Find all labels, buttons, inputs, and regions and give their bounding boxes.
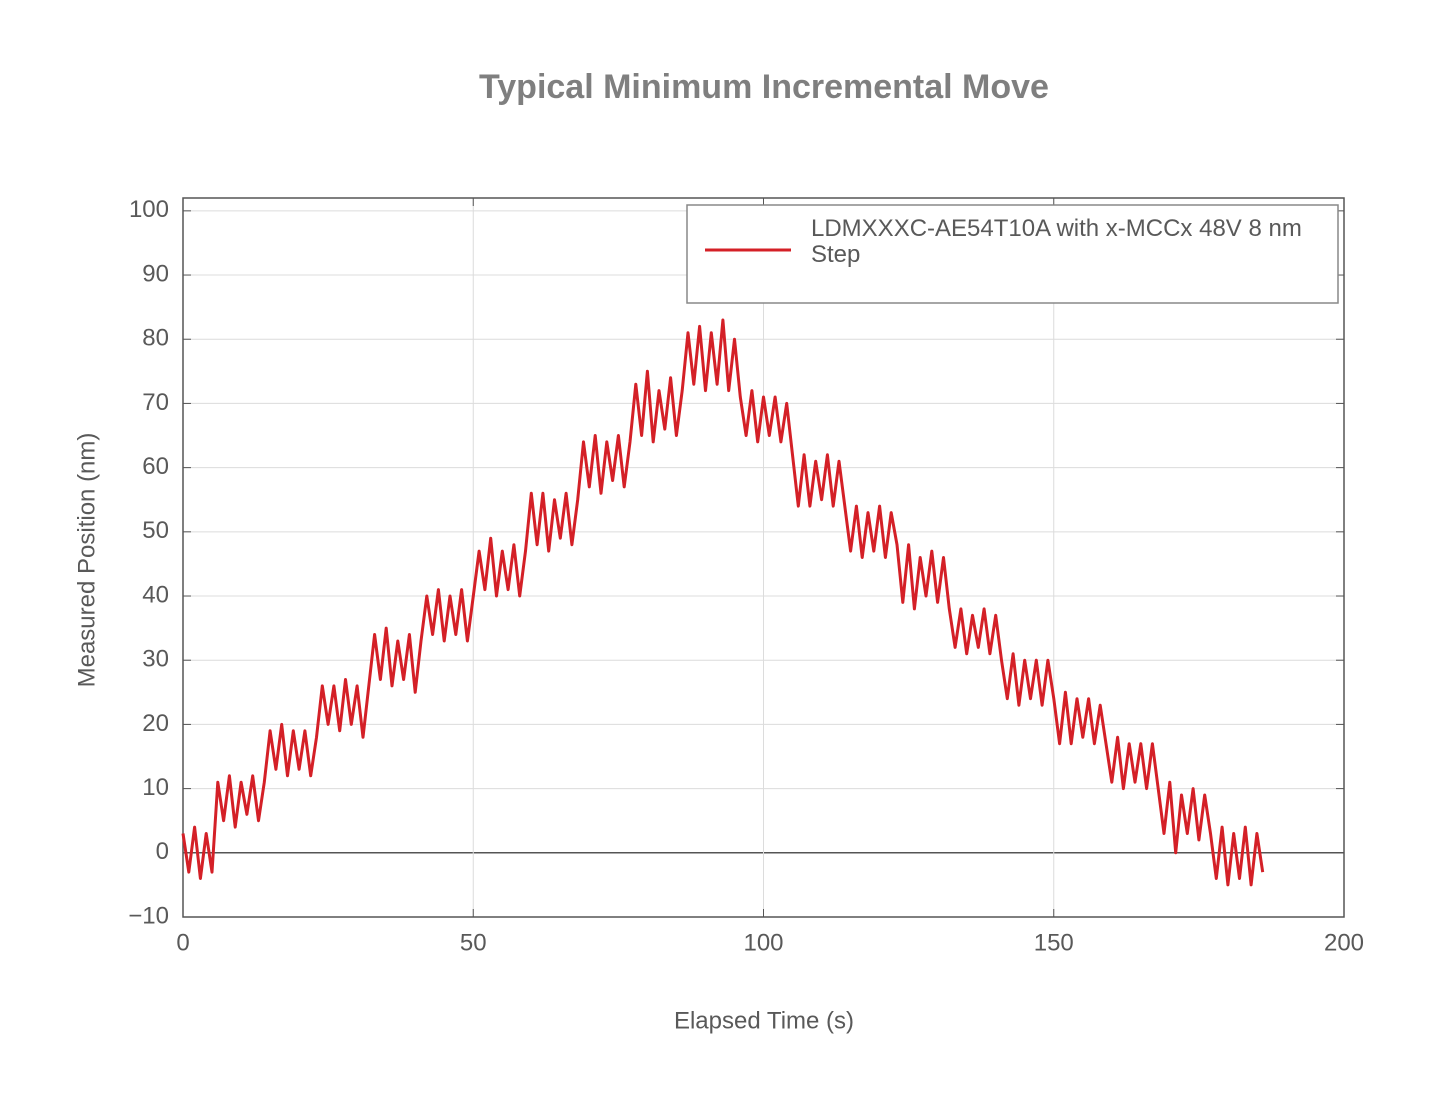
data-line <box>181 318 1265 887</box>
y-tick-label: 100 <box>129 196 169 223</box>
x-tick-label: 200 <box>1324 929 1364 956</box>
y-tick-label: 20 <box>142 710 169 737</box>
y-tick-label: 70 <box>142 389 169 416</box>
legend-label: LDMXXXC-AE54T10A with x-MCCx 48V 8 nm St… <box>811 216 1302 268</box>
x-tick-label: 100 <box>743 929 783 956</box>
y-tick-label: 0 <box>156 838 169 865</box>
x-tick-label: 150 <box>1034 929 1074 956</box>
y-tick-label: 30 <box>142 646 169 673</box>
y-tick-label: 80 <box>142 325 169 352</box>
y-tick-label: −10 <box>128 902 169 929</box>
plot-frame <box>182 197 1345 918</box>
y-tick-label: 50 <box>142 517 169 544</box>
legend-item: LDMXXXC-AE54T10A with x-MCCx 48V 8 nm St… <box>811 216 1302 268</box>
y-axis-label: Measured Position (nm) <box>73 433 100 688</box>
chart-title: Typical Minimum Incremental Move <box>479 68 1049 106</box>
legend-box <box>686 204 1339 304</box>
x-tick-label: 50 <box>460 929 487 956</box>
y-tick-label: 40 <box>142 581 169 608</box>
x-tick-label: 0 <box>176 929 189 956</box>
y-tick-label: 60 <box>142 453 169 480</box>
x-axis-label: Elapsed Time (s) <box>674 1007 854 1034</box>
y-tick-label: 10 <box>142 774 169 801</box>
y-tick-label: 90 <box>142 260 169 287</box>
